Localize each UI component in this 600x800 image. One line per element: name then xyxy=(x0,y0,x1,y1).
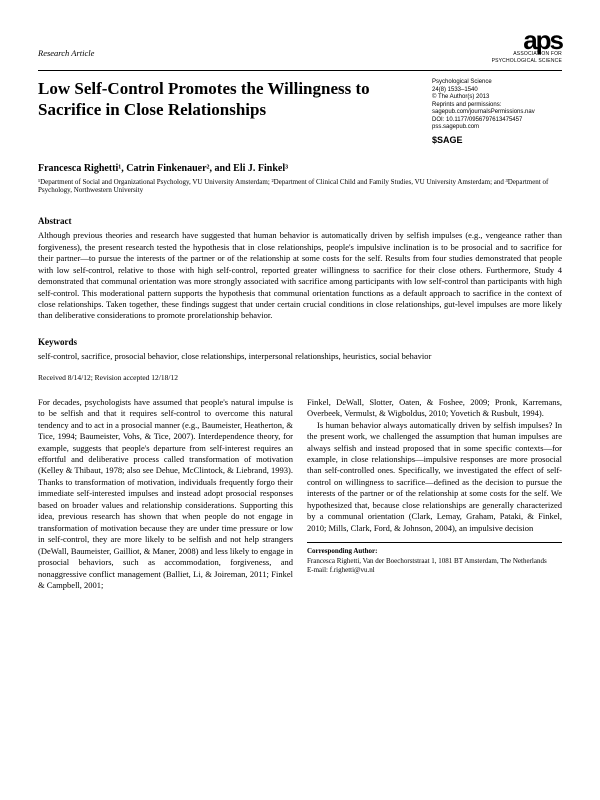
body-p2: Finkel, DeWall, Slotter, Oaten, & Foshee… xyxy=(307,397,562,420)
header-row: Research Article aps ASSOCIATION FOR PSY… xyxy=(38,30,562,64)
body-p1: For decades, psychologists have assumed … xyxy=(38,397,293,592)
meta-url: pss.sagepub.com xyxy=(432,124,562,132)
aps-sub1: ASSOCIATION FOR xyxy=(492,51,562,58)
aps-sub2: PSYCHOLOGICAL SCIENCE xyxy=(492,58,562,65)
affiliations: ¹Department of Social and Organizational… xyxy=(38,178,562,196)
corresponding-email: E-mail: f.righetti@vu.nl xyxy=(307,566,562,575)
meta-permissions: sagepub.com/journalsPermissions.nav xyxy=(432,109,562,117)
body-col-left: For decades, psychologists have assumed … xyxy=(38,397,293,592)
keywords-heading: Keywords xyxy=(38,336,562,348)
header-rule xyxy=(38,70,562,71)
meta-reprints: Reprints and permissions: xyxy=(432,102,562,110)
article-title: Low Self-Control Promotes the Willingnes… xyxy=(38,79,416,120)
corresponding-address: Francesca Righetti, Van der Boechorststr… xyxy=(307,557,562,566)
body-col-right: Finkel, DeWall, Slotter, Oaten, & Foshee… xyxy=(307,397,562,592)
corresponding-author-box: Corresponding Author: Francesca Righetti… xyxy=(307,542,562,575)
meta-journal: Psychological Science xyxy=(432,79,562,87)
body-p3: Is human behavior always automatically d… xyxy=(307,420,562,535)
research-article-label: Research Article xyxy=(38,30,94,59)
body-columns: For decades, psychologists have assumed … xyxy=(38,397,562,592)
meta-copyright: © The Author(s) 2013 xyxy=(432,94,562,102)
dates: Received 8/14/12; Revision accepted 12/1… xyxy=(38,373,562,383)
abstract-heading: Abstract xyxy=(38,215,562,227)
aps-logo-text: aps xyxy=(492,30,562,51)
abstract-body: Although previous theories and research … xyxy=(38,230,562,322)
meta-doi: DOI: 10.1177/0956797613475457 xyxy=(432,117,562,125)
sage-logo: $SAGE xyxy=(432,135,562,146)
journal-meta: Psychological Science 24(8) 1533–1540 © … xyxy=(432,79,562,146)
publisher-logo: aps ASSOCIATION FOR PSYCHOLOGICAL SCIENC… xyxy=(492,30,562,64)
corresponding-heading: Corresponding Author: xyxy=(307,547,562,556)
title-row: Low Self-Control Promotes the Willingnes… xyxy=(38,79,562,146)
keywords-body: self-control, sacrifice, prosocial behav… xyxy=(38,351,562,362)
authors: Francesca Righetti¹, Catrin Finkenauer²,… xyxy=(38,162,562,176)
